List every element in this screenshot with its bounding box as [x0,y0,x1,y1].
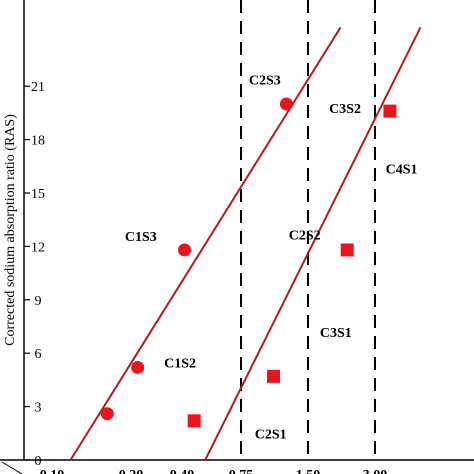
class-label: C1S2 [164,356,196,371]
class-label: C2S3 [249,73,281,88]
x-tick-label: 1.50 [296,468,321,474]
class-label: C4S1 [386,162,418,177]
class-label: C2S2 [289,228,321,243]
x-ticks: 0.10 0.20 0.40 0.75 1.50 3.00 [40,468,388,474]
circle-marker [131,360,145,374]
class-line [204,27,422,461]
circle-marker [178,243,192,257]
class-label: C1S3 [125,230,157,245]
x-tick-label: 3.00 [363,468,388,474]
square-marker [187,414,201,428]
y-tick-label: 6 [35,347,42,362]
y-tick-label: 0 [35,454,42,469]
divider-lines [240,0,376,460]
y-ticks: 0 3 6 9 12 15 18 21 [24,80,45,469]
y-tick-label: 18 [31,134,45,149]
class-label: C3S1 [320,326,352,341]
y-tick-label: 9 [35,294,42,309]
square-marker [340,243,354,257]
corner-diagonal [1,461,23,474]
y-tick-label: 21 [31,80,45,95]
x-tick-label: 0.20 [119,468,144,474]
y-tick-label: 15 [31,187,45,202]
x-tick-label: 0.10 [40,468,65,474]
data-markers [100,97,397,428]
class-line [69,26,342,461]
y-tick-label: 3 [35,401,42,416]
circle-marker [279,97,293,111]
y-axis-label: Corrected sodium absorption ratio (RAS) [3,114,18,346]
class-labels: C2S3 C3S2 C4S1 C1S3 C2S2 C3S1 C1S2 C2S1 [125,73,418,442]
square-marker [267,369,281,383]
square-marker [383,104,397,118]
class-label: C3S2 [329,102,361,117]
circle-marker [100,407,114,421]
x-tick-label: 0.75 [229,468,254,474]
class-lines [69,26,422,461]
y-tick-label: 12 [31,240,45,255]
class-label: C2S1 [255,428,287,443]
x-tick-label: 0.40 [170,468,195,474]
